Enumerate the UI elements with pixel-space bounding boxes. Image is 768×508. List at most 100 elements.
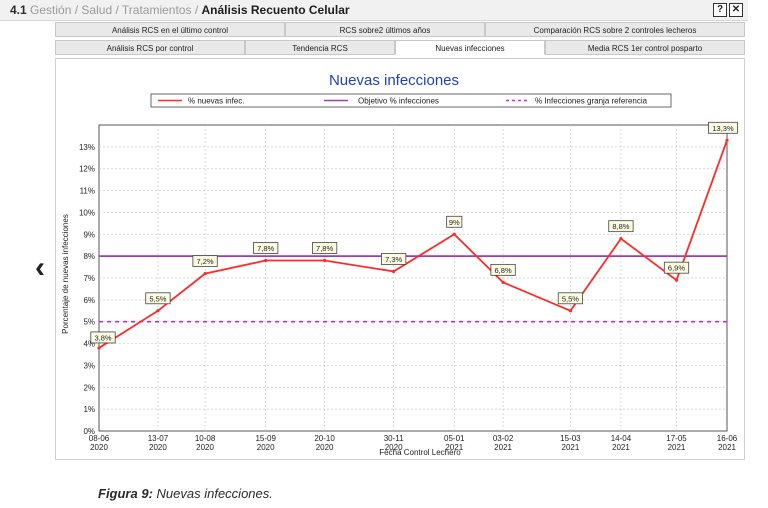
data-label: 5,5% bbox=[562, 294, 579, 303]
tab-tendencia-rcs[interactable]: Tendencia RCS bbox=[245, 40, 395, 55]
data-label: 6,9% bbox=[668, 264, 685, 273]
series-nuevas-infecciones bbox=[98, 139, 728, 349]
data-label: 9% bbox=[449, 218, 460, 227]
x-tick-year: 2020 bbox=[149, 443, 167, 452]
y-tick-label: 8% bbox=[83, 252, 95, 261]
data-label: 3,8% bbox=[94, 333, 111, 342]
breadcrumb-separator: / bbox=[74, 3, 79, 17]
x-tick-label: 14-04 bbox=[611, 434, 632, 443]
data-label: 7,8% bbox=[316, 244, 333, 253]
chart: Nuevas infecciones % nuevas infec. Objeti… bbox=[61, 72, 738, 457]
legend-box bbox=[150, 93, 672, 108]
x-tick-year: 2020 bbox=[90, 443, 108, 452]
data-point bbox=[156, 309, 160, 313]
chart-panel: Nuevas infecciones % nuevas infec. Objeti… bbox=[55, 58, 745, 460]
data-label-box bbox=[557, 292, 584, 305]
x-axis-label: Fecha Control Lechero bbox=[379, 448, 461, 457]
x-tick-year: 2021 bbox=[612, 443, 630, 452]
data-label-box bbox=[446, 215, 463, 228]
data-labels: 3,8% 5,5% 7,2% 7,8% 7,8% 7,3% 9% 6,8% 5,5% 8,8% 6,… bbox=[90, 121, 738, 344]
y-tick-label: 7% bbox=[83, 274, 95, 283]
x-tick-year: 2021 bbox=[668, 443, 686, 452]
tab-nuevas-infecciones[interactable]: Nuevas infecciones bbox=[395, 40, 545, 55]
data-label-box bbox=[708, 121, 738, 134]
tab-bar: Análisis RCS en el último control RCS so… bbox=[55, 22, 745, 58]
x-axis: 08-06202013-07202010-08202015-09202020-1… bbox=[89, 434, 738, 452]
data-point bbox=[392, 269, 396, 274]
data-label: 6,8% bbox=[495, 266, 512, 275]
legend-item-referencia: % Infecciones granja referencia bbox=[535, 97, 648, 106]
x-tick-year: 2020 bbox=[196, 443, 214, 452]
tab-media-rcs-posparto[interactable]: Media RCS 1er control posparto bbox=[545, 40, 745, 55]
tab-rcs-ultimos-anos[interactable]: RCS sobre2 últimos años bbox=[285, 22, 485, 37]
breadcrumb-separator: / bbox=[194, 3, 199, 17]
y-tick-label: 6% bbox=[83, 296, 95, 305]
y-tick-label: 13% bbox=[79, 143, 95, 152]
x-tick-year: 2021 bbox=[445, 443, 463, 452]
section-number: 4.1 bbox=[10, 3, 27, 17]
x-tick-label: 10-08 bbox=[195, 434, 216, 443]
y-tick-label: 10% bbox=[79, 208, 95, 217]
data-label-box bbox=[490, 263, 516, 276]
close-button[interactable]: ✕ bbox=[729, 3, 743, 17]
data-point bbox=[97, 346, 101, 350]
x-tick-year: 2021 bbox=[494, 443, 512, 452]
x-tick-label: 05-01 bbox=[444, 434, 465, 443]
data-label-box bbox=[192, 255, 218, 268]
tab-analisis-ultimo-control[interactable]: Análisis RCS en el último control bbox=[55, 22, 285, 37]
tab-comparacion-controles[interactable]: Comparación RCS sobre 2 controles lecher… bbox=[485, 22, 745, 37]
x-tick-label: 03-02 bbox=[493, 434, 514, 443]
data-label-box bbox=[312, 242, 338, 254]
caption-text: Nuevas infecciones. bbox=[156, 486, 273, 501]
y-tick-label: 5% bbox=[83, 318, 95, 327]
breadcrumb-item-gestion[interactable]: Gestión bbox=[30, 3, 72, 17]
data-label-box bbox=[145, 292, 171, 305]
tab-analisis-por-control[interactable]: Análisis RCS por control bbox=[55, 40, 245, 55]
data-label: 5,5% bbox=[149, 294, 166, 303]
data-label: 13,3% bbox=[712, 124, 734, 133]
data-point bbox=[725, 138, 729, 142]
data-label: 7,8% bbox=[257, 244, 274, 253]
y-axis: 0% 1% 2% 3% 4% 5% 6% 7% 8% 9% 10% 11% 12% 13% bbox=[79, 143, 95, 436]
data-point bbox=[619, 237, 623, 241]
help-button[interactable]: ? bbox=[713, 3, 727, 17]
breadcrumb-item-salud[interactable]: Salud / Tratamientos bbox=[81, 3, 192, 17]
y-tick-label: 0% bbox=[83, 427, 95, 436]
y-axis-label: Porcentaje de nuevas infecciones bbox=[61, 214, 70, 334]
x-tick-year: 2020 bbox=[385, 443, 403, 452]
legend-item-objetivo: Objetivo % infecciones bbox=[358, 97, 439, 106]
y-tick-label: 9% bbox=[83, 230, 95, 239]
data-point bbox=[203, 272, 207, 276]
back-arrow-icon[interactable]: ‹ bbox=[35, 251, 45, 284]
x-tick-year: 2021 bbox=[718, 443, 736, 452]
x-tick-label: 16-06 bbox=[717, 434, 738, 443]
data-label: 7,3% bbox=[385, 255, 402, 264]
data-label: 7,2% bbox=[197, 257, 214, 266]
x-tick-year: 2020 bbox=[316, 443, 334, 452]
chart-grid bbox=[98, 124, 728, 432]
x-tick-label: 20-10 bbox=[314, 434, 335, 443]
x-tick-label: 17-05 bbox=[666, 434, 687, 443]
x-tick-label: 15-03 bbox=[560, 434, 581, 443]
data-point bbox=[501, 280, 505, 284]
data-label: 8,8% bbox=[612, 222, 629, 231]
y-tick-label: 3% bbox=[83, 361, 95, 370]
x-tick-year: 2021 bbox=[562, 443, 580, 452]
legend-item-nuevas-infec: % nuevas infec. bbox=[188, 97, 244, 106]
y-tick-label: 12% bbox=[79, 165, 95, 174]
x-tick-year: 2020 bbox=[257, 443, 275, 452]
data-label-box bbox=[608, 220, 634, 233]
chart-legend: % nuevas infec. Objetivo % infecciones % I… bbox=[150, 93, 672, 108]
page-title: Análisis Recuento Celular bbox=[201, 3, 350, 17]
data-point bbox=[452, 232, 456, 236]
y-tick-label: 11% bbox=[80, 187, 95, 196]
figure-caption: Figura 9: Nuevas infecciones. bbox=[98, 486, 273, 501]
x-tick-label: 15-09 bbox=[255, 434, 276, 443]
y-tick-label: 2% bbox=[83, 383, 95, 392]
x-tick-label: 08-06 bbox=[89, 434, 110, 443]
chart-title: Nuevas infecciones bbox=[329, 72, 459, 89]
data-label-box bbox=[663, 261, 690, 274]
data-label-box bbox=[253, 242, 279, 254]
data-point bbox=[323, 258, 327, 263]
data-point bbox=[568, 309, 573, 313]
